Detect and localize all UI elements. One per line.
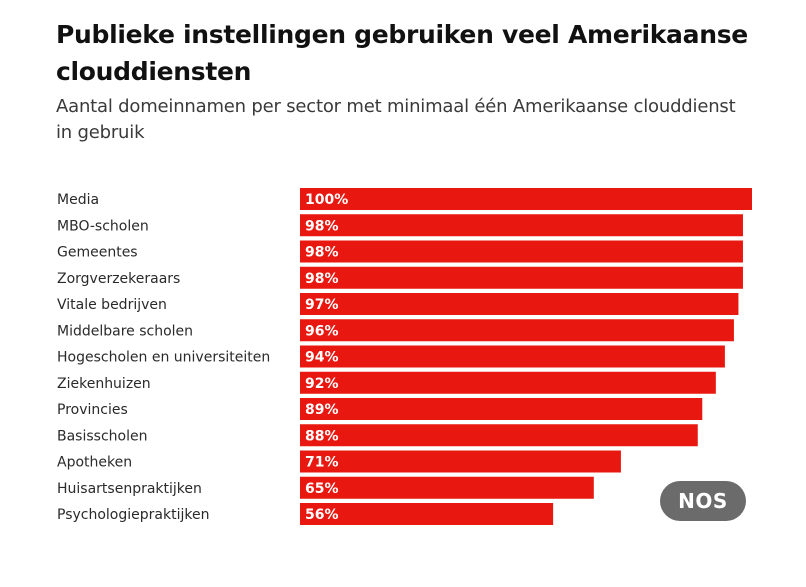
bar-row: Vitale bedrijven 97% — [57, 293, 739, 315]
category-label: Hogescholen en universiteiten — [57, 350, 270, 366]
category-label: Middelbare scholen — [57, 323, 193, 339]
bar-row: MBO-scholen 98% — [57, 214, 743, 237]
category-label: Basisscholen — [57, 428, 147, 444]
chart-subtitle: Aantal domeinnamen per sector met minima… — [56, 96, 736, 143]
bar — [300, 293, 739, 315]
bar-row: Provincies 89% — [57, 398, 703, 420]
bar — [300, 398, 703, 420]
value-label: 98% — [305, 245, 339, 261]
value-label: 96% — [305, 323, 339, 339]
bar-row: Huisartsenpraktijken 65% — [57, 476, 594, 499]
value-label: 88% — [305, 428, 339, 444]
bar — [300, 345, 725, 368]
value-label: 65% — [305, 481, 339, 497]
bar — [300, 214, 743, 237]
category-label: Media — [57, 192, 99, 208]
value-label: 100% — [305, 192, 348, 208]
bar-row: Apotheken 71% — [57, 450, 621, 473]
value-label: 89% — [305, 402, 339, 418]
bar-row: Middelbare scholen 96% — [57, 319, 734, 342]
bar-row: Hogescholen en universiteiten 94% — [57, 345, 725, 368]
bar — [300, 319, 734, 342]
category-label: Gemeentes — [57, 245, 138, 261]
category-label: MBO-scholen — [57, 218, 149, 234]
category-label: Psychologiepraktijken — [57, 507, 209, 523]
value-label: 56% — [305, 507, 339, 523]
category-label: Vitale bedrijven — [57, 297, 167, 313]
bar-row: Gemeentes 98% — [57, 240, 743, 263]
bar — [300, 476, 594, 499]
value-label: 98% — [305, 271, 339, 287]
category-label: Provincies — [57, 402, 128, 418]
bar — [300, 188, 752, 210]
value-label: 71% — [305, 455, 339, 471]
bar — [300, 371, 716, 394]
value-label: 92% — [305, 376, 339, 392]
category-label: Huisartsenpraktijken — [57, 481, 202, 497]
bar — [300, 266, 743, 289]
bar-row: Basisscholen 88% — [57, 424, 698, 447]
bar — [300, 503, 554, 525]
nos-logo: NOS — [660, 481, 746, 521]
category-label: Apotheken — [57, 455, 132, 471]
bar-row: Psychologiepraktijken 56% — [57, 503, 554, 525]
category-label: Ziekenhuizen — [57, 376, 151, 392]
chart-title: Publieke instellingen gebruiken veel Ame… — [56, 20, 748, 86]
value-label: 94% — [305, 350, 339, 366]
value-label: 98% — [305, 218, 339, 234]
bar — [300, 424, 698, 447]
bar — [300, 240, 743, 263]
bar — [300, 450, 621, 473]
bar-row: Zorgverzekeraars 98% — [57, 266, 743, 289]
bar-row: Media 100% — [57, 188, 752, 210]
bar-row: Ziekenhuizen 92% — [57, 371, 716, 394]
value-label: 97% — [305, 297, 339, 313]
category-label: Zorgverzekeraars — [57, 271, 180, 287]
